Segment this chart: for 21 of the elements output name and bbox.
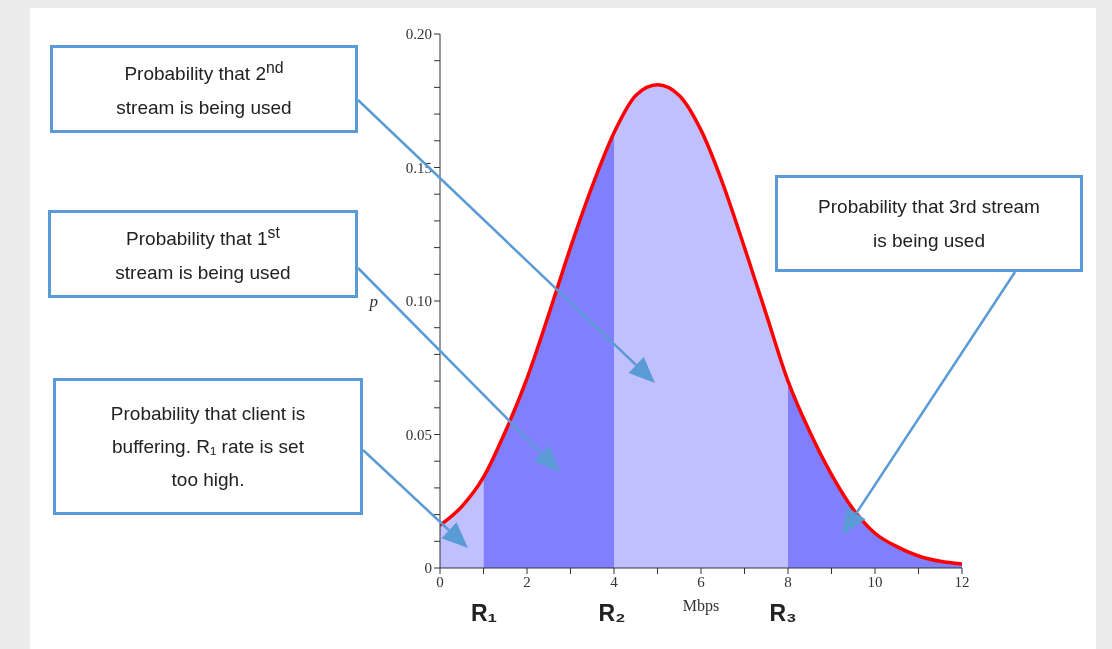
y-tick-label: 0.15 [405, 159, 432, 176]
x-tick-label: 4 [610, 573, 619, 590]
x-tick-label: 10 [867, 573, 883, 590]
x-tick-label: 6 [697, 573, 706, 590]
y-axis-title: p [368, 292, 378, 312]
x-axis-title: Mbps [682, 597, 720, 616]
text: Probability that 1$^{st}$ stream is being used [115, 224, 291, 283]
y-tick-label: 0.10 [405, 293, 432, 310]
text: R₁ [469, 600, 499, 627]
y-tick-label: 0.20 [405, 26, 432, 43]
text: R₃ [768, 600, 798, 627]
text: Probability that 2$^{nd}$ stream is being used [116, 59, 292, 118]
text: R₂ [597, 600, 627, 627]
x-tick-label: 0 [436, 573, 444, 590]
x-tick-label: 12 [954, 573, 970, 590]
y-tick-label: 0 [424, 560, 432, 577]
x-tick-label: 2 [523, 573, 531, 590]
annotation: Probability that 3rd stream is being used [817, 195, 1041, 253]
x-tick-label: 8 [784, 573, 792, 590]
y-tick-label: 0.05 [405, 426, 432, 443]
text: Probability that client is buffering. R₁ rate is set too high. [109, 401, 307, 493]
